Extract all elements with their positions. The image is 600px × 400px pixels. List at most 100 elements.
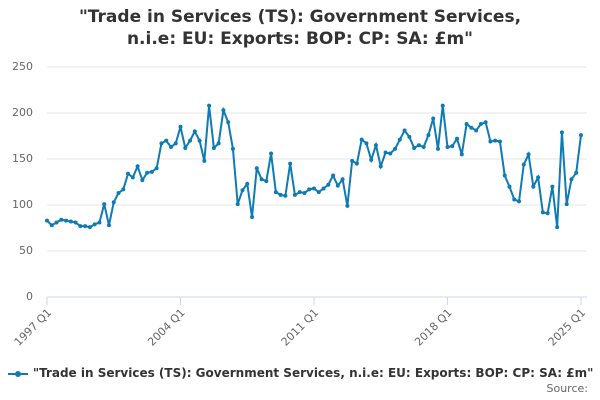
point	[569, 177, 574, 182]
point	[230, 146, 235, 151]
point	[445, 145, 450, 150]
point	[459, 152, 464, 157]
point	[416, 143, 421, 148]
point	[364, 141, 369, 146]
point	[393, 146, 398, 151]
point	[326, 182, 331, 187]
point	[78, 224, 83, 229]
point	[369, 157, 374, 162]
point	[59, 217, 64, 222]
point	[383, 150, 388, 155]
x-tick-label: 1997 Q1	[12, 306, 55, 349]
point	[302, 191, 307, 196]
point	[321, 186, 326, 191]
point	[102, 202, 107, 207]
point	[68, 219, 73, 224]
point	[45, 218, 49, 223]
point	[226, 120, 231, 125]
point	[378, 164, 383, 169]
legend-icon	[7, 370, 28, 377]
point	[579, 133, 583, 138]
point	[192, 129, 197, 134]
point	[483, 120, 488, 125]
point	[373, 143, 378, 148]
point	[526, 152, 531, 157]
point	[502, 173, 507, 178]
point	[49, 223, 54, 228]
chart-title: "Trade in Services (TS): Government Serv…	[78, 7, 522, 49]
point	[488, 139, 493, 144]
point	[493, 138, 498, 143]
point	[297, 190, 302, 195]
point	[307, 187, 312, 192]
x-tick-label: 2018 Q1	[412, 306, 455, 349]
point	[259, 177, 264, 182]
point	[183, 145, 188, 150]
point	[221, 108, 226, 113]
point	[312, 186, 316, 191]
point	[135, 164, 140, 169]
point	[435, 146, 440, 151]
point	[283, 193, 288, 198]
y-tick-label: 0	[26, 290, 33, 303]
point	[574, 170, 579, 175]
point	[412, 145, 417, 150]
point	[278, 192, 283, 197]
series-line	[46, 105, 582, 229]
y-tick-label: 100	[12, 198, 33, 211]
point	[512, 197, 517, 202]
legend-label: "Trade in Services (TS): Government Serv…	[32, 366, 594, 380]
point	[83, 224, 88, 229]
point	[440, 103, 445, 108]
legend: "Trade in Services (TS): Government Serv…	[0, 366, 600, 380]
point	[564, 202, 569, 207]
point	[235, 202, 240, 207]
point	[73, 220, 78, 225]
point	[407, 134, 412, 139]
point	[269, 151, 274, 156]
y-tick-label: 200	[12, 106, 33, 119]
point	[54, 220, 59, 225]
point	[292, 192, 297, 197]
point	[316, 190, 321, 195]
point	[497, 139, 502, 144]
y-tick-label: 50	[19, 244, 33, 257]
point	[240, 188, 245, 193]
point	[202, 158, 207, 163]
point	[340, 177, 345, 182]
point	[130, 175, 135, 180]
point	[431, 116, 436, 121]
y-tick-label: 250	[12, 60, 33, 73]
point	[178, 124, 183, 129]
x-tick-label: 2004 Q1	[145, 306, 188, 349]
point	[116, 191, 121, 196]
point	[197, 138, 202, 143]
point	[245, 181, 250, 186]
point	[335, 183, 340, 188]
point	[426, 133, 431, 138]
point	[478, 122, 483, 127]
point	[421, 145, 426, 150]
point	[173, 141, 178, 146]
point	[536, 175, 541, 180]
point	[97, 220, 102, 225]
point	[145, 170, 150, 175]
point	[159, 141, 164, 146]
x-tick-label: 2025 Q1	[546, 306, 589, 349]
point	[331, 173, 336, 178]
point	[555, 225, 560, 230]
point	[154, 166, 159, 171]
point	[464, 122, 469, 127]
point	[64, 218, 69, 223]
point	[87, 225, 92, 230]
point	[474, 128, 479, 133]
point	[550, 184, 555, 189]
point	[111, 200, 116, 205]
source: Source:	[546, 382, 589, 395]
point	[545, 211, 550, 216]
point	[507, 184, 512, 189]
point	[106, 223, 111, 228]
point	[469, 125, 474, 130]
point	[250, 214, 255, 219]
